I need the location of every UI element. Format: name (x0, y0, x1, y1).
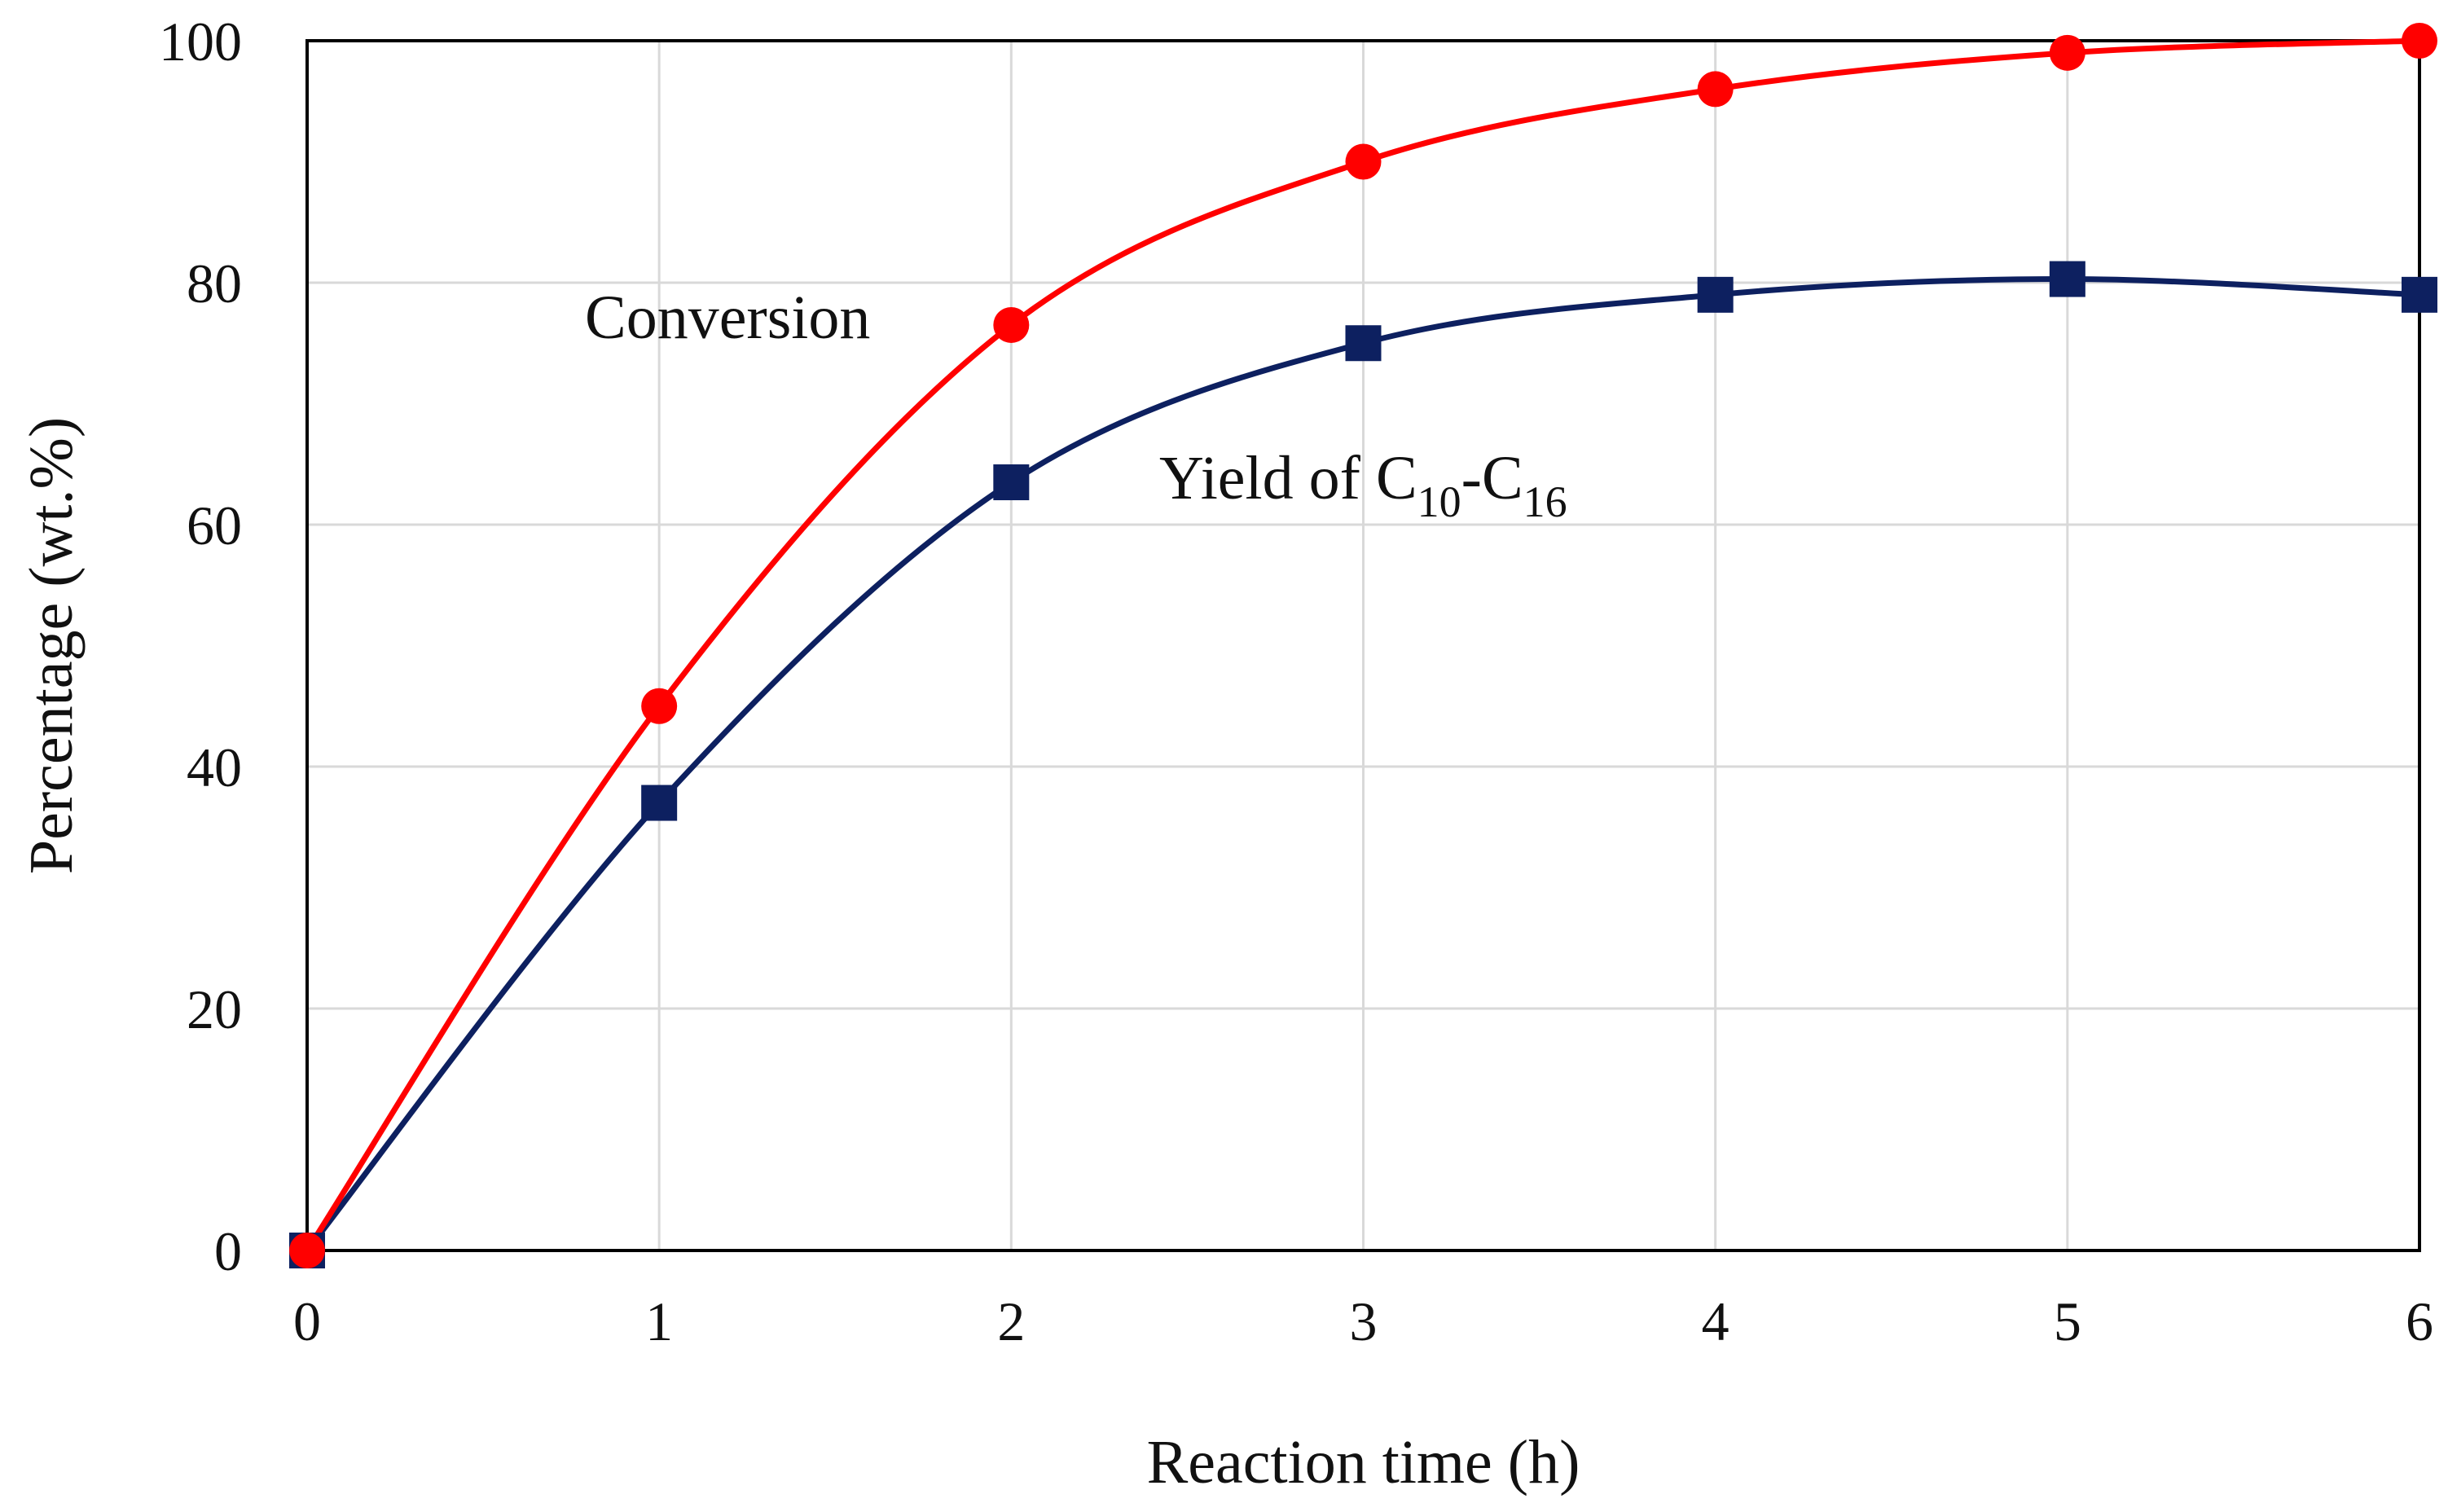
yield-label-subscript-10: 10 (1417, 477, 1461, 526)
conversion-data-point (993, 306, 1030, 343)
x-tick-label: 5 (2054, 1290, 2081, 1352)
x-tick-label: 0 (293, 1290, 321, 1352)
yield-data-point (2049, 261, 2085, 297)
x-tick-label: 6 (2406, 1290, 2433, 1352)
y-tick-label: 60 (187, 494, 242, 556)
conversion-data-point (641, 688, 678, 724)
conversion-series-line (305, 37, 2420, 1252)
conversion-data-point (289, 1233, 325, 1268)
y-tick-label: 100 (159, 11, 242, 73)
x-tick-label: 1 (645, 1290, 673, 1352)
yield-label-subscript-16: 16 (1523, 477, 1567, 526)
grid (305, 39, 2421, 1252)
series-layer (289, 23, 2437, 1268)
y-tick-label: 40 (187, 736, 242, 798)
y-tick-label: 0 (214, 1220, 242, 1282)
conversion-series-label: Conversion (585, 284, 870, 352)
conversion-data-point (2049, 34, 2085, 71)
yield-series-label: Yield of C10-C16 (1159, 444, 1567, 526)
y-axis-title: Percentage (wt.%) (17, 417, 86, 874)
x-tick-label: 4 (1702, 1290, 1729, 1352)
yield-data-point (1697, 276, 1734, 313)
conversion-data-point (2402, 23, 2437, 59)
yield-label-dash-c: -C (1461, 444, 1523, 512)
yield-label-text: Yield of C (1159, 444, 1417, 512)
yield-data-point (993, 464, 1030, 501)
yield-data-point (2402, 276, 2437, 313)
yield-data-point (1345, 325, 1382, 362)
y-tick-label: 80 (187, 253, 242, 314)
x-tick-label: 2 (997, 1290, 1025, 1352)
plot-area-frame (305, 39, 2421, 1252)
conversion-data-point (1697, 71, 1734, 108)
x-tick-label: 3 (1350, 1290, 1378, 1352)
yield-data-point (641, 785, 678, 821)
conversion-data-point (1345, 143, 1382, 180)
y-tick-label: 20 (187, 978, 242, 1040)
x-axis-title: Reaction time (h) (1147, 1428, 1580, 1497)
